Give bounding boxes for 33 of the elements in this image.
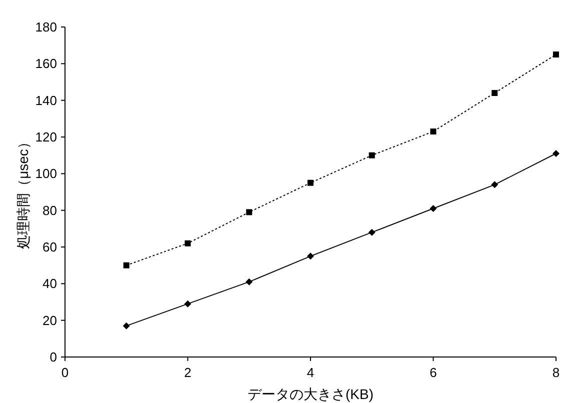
x-axis-title: データの大きさ(KB) [248, 386, 374, 402]
y-tick-label: 140 [35, 92, 57, 108]
point [246, 278, 253, 286]
y-tick-label: 40 [42, 276, 57, 292]
point [122, 322, 130, 330]
x-tick-label: 2 [184, 365, 192, 380]
point [307, 252, 314, 260]
point [552, 150, 560, 157]
y-tick-label: 20 [42, 312, 57, 328]
y-tick-label: 120 [35, 130, 57, 145]
point [368, 228, 376, 236]
y-tick-label: 0 [50, 350, 57, 365]
x-tick-label: 0 [61, 365, 69, 380]
point [184, 240, 191, 246]
point [492, 90, 498, 96]
point [184, 300, 192, 308]
y-tick-label: 180 [35, 20, 57, 35]
x-tick-label: 8 [552, 365, 560, 380]
point [246, 209, 252, 216]
point [123, 262, 130, 268]
point [308, 180, 314, 186]
point [368, 152, 375, 158]
point [553, 52, 559, 58]
y-tick-label: 60 [42, 240, 57, 255]
x-tick-label: 4 [306, 365, 314, 380]
point [430, 205, 437, 212]
point [430, 128, 436, 134]
y-axis-title: 処理時間（μsec） [15, 135, 31, 249]
y-tick-label: 160 [35, 56, 57, 72]
y-tick-label: 100 [35, 166, 57, 182]
point [491, 181, 498, 188]
y-tick-label: 80 [42, 202, 57, 218]
x-tick-label: 6 [430, 365, 437, 380]
